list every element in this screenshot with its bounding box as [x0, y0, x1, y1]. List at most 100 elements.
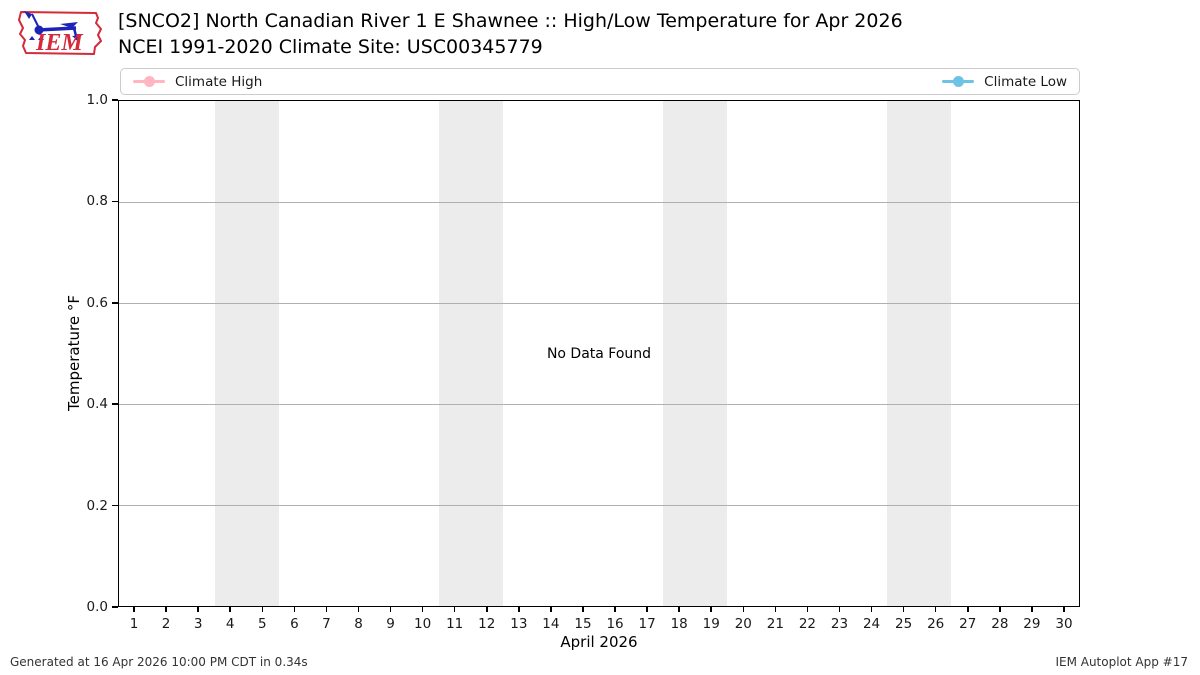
- x-axis-label: April 2026: [560, 633, 638, 651]
- x-tick-label: 8: [354, 616, 363, 632]
- x-tick-label: 5: [258, 616, 267, 632]
- x-tick-mark: [870, 607, 873, 612]
- title-block: [SNCO2] North Canadian River 1 E Shawnee…: [118, 8, 903, 60]
- x-tick-label: 6: [290, 616, 299, 632]
- iowa-outline-icon: [18, 11, 102, 55]
- generated-timestamp: Generated at 16 Apr 2026 10:00 PM CDT in…: [10, 655, 308, 669]
- weather-vane-icon: [24, 11, 82, 41]
- x-tick-mark: [678, 607, 680, 612]
- x-tick-label: 29: [1023, 616, 1041, 632]
- x-tick-mark: [229, 607, 231, 612]
- no-data-message: No Data Found: [546, 345, 652, 362]
- legend-item-label: Climate Low: [984, 73, 1067, 90]
- legend-marker-icon: [942, 76, 975, 87]
- chart-subtitle: NCEI 1991-2020 Climate Site: USC00345779: [118, 36, 543, 58]
- x-tick-label: 1: [129, 616, 139, 632]
- x-tick-mark: [742, 607, 745, 612]
- x-tick-label: 21: [766, 616, 784, 632]
- x-tick-label: 30: [1055, 616, 1073, 632]
- y-tick-mark: [112, 99, 118, 101]
- x-tick-label: 11: [446, 616, 464, 632]
- x-tick-label: 28: [991, 616, 1009, 632]
- x-tick-label: 26: [927, 616, 945, 632]
- legend-dot-icon: [144, 76, 155, 87]
- y-tick-mark: [112, 606, 118, 608]
- y-tick-mark: [112, 200, 118, 203]
- x-tick-mark: [614, 607, 616, 612]
- x-tick-label: 18: [670, 616, 688, 632]
- x-tick-mark: [550, 607, 552, 612]
- x-tick-mark: [518, 607, 520, 612]
- iem-logo: IEM: [18, 11, 102, 56]
- x-tick-mark: [421, 607, 424, 612]
- x-tick-label: 19: [702, 616, 720, 632]
- x-tick-mark: [999, 607, 1001, 612]
- x-tick-label: 16: [606, 616, 624, 632]
- legend-item-label: Climate High: [175, 73, 263, 90]
- weekend-band: [887, 101, 951, 606]
- x-tick-mark: [261, 607, 264, 612]
- x-tick-label: 2: [161, 616, 171, 632]
- x-tick-mark: [1063, 607, 1065, 612]
- x-tick-mark: [293, 607, 296, 612]
- x-tick-mark: [646, 607, 648, 612]
- x-tick-label: 4: [225, 616, 235, 632]
- x-tick-label: 15: [574, 616, 592, 632]
- chart-title: [SNCO2] North Canadian River 1 E Shawnee…: [118, 10, 903, 32]
- x-tick-label: 17: [638, 616, 656, 632]
- x-tick-mark: [133, 607, 135, 612]
- y-tick-mark: [112, 504, 118, 507]
- weekend-band: [215, 101, 279, 606]
- x-tick-label: 10: [414, 616, 432, 632]
- x-tick-mark: [582, 607, 584, 612]
- weekend-band: [438, 101, 503, 606]
- x-tick-label: 27: [959, 616, 977, 632]
- x-tick-label: 24: [862, 616, 881, 632]
- x-tick-mark: [806, 607, 809, 612]
- x-tick-mark: [934, 607, 937, 612]
- y-tick-label: 1.0: [86, 92, 108, 108]
- app-credit: IEM Autoplot App #17: [1055, 655, 1188, 669]
- weekend-band: [663, 101, 727, 606]
- x-tick-label: 12: [478, 616, 496, 632]
- x-tick-mark: [325, 607, 328, 612]
- x-tick-mark: [357, 607, 360, 612]
- legend-dot-icon: [953, 76, 965, 87]
- gridline: [119, 505, 1079, 506]
- x-tick-mark: [710, 607, 712, 612]
- gridline: [119, 404, 1079, 405]
- legend-marker-icon: [133, 76, 165, 87]
- iem-logo-text: IEM: [35, 30, 84, 56]
- legend-item: Climate Low: [942, 74, 1067, 90]
- x-tick-label: 23: [830, 616, 849, 632]
- x-tick-label: 9: [386, 616, 395, 632]
- gridline: [119, 202, 1079, 203]
- y-axis-label: Temperature °F: [65, 295, 83, 411]
- y-tick-label: 0.4: [86, 396, 108, 413]
- y-tick-mark: [112, 302, 118, 304]
- x-tick-mark: [838, 607, 841, 612]
- y-tick-label: 0.8: [86, 193, 108, 210]
- x-tick-mark: [453, 607, 456, 612]
- x-tick-mark: [486, 607, 488, 612]
- legend-item: Climate High: [133, 74, 262, 90]
- x-tick-label: 14: [542, 616, 560, 632]
- x-tick-mark: [967, 607, 969, 612]
- x-tick-mark: [774, 607, 777, 612]
- x-tick-label: 25: [895, 616, 913, 632]
- y-tick-label: 0.6: [86, 294, 108, 311]
- legend: Climate High Climate Low: [120, 68, 1080, 95]
- y-tick-label: 0.2: [86, 497, 108, 514]
- x-tick-label: 7: [322, 616, 331, 632]
- y-tick-label: 0.0: [86, 599, 108, 615]
- gridline: [119, 303, 1079, 304]
- x-tick-label: 3: [193, 616, 203, 632]
- x-tick-mark: [197, 607, 199, 612]
- x-tick-mark: [1031, 607, 1033, 612]
- plot-area: No Data Found: [118, 100, 1080, 607]
- x-tick-mark: [389, 607, 392, 612]
- y-tick-mark: [112, 403, 118, 405]
- x-tick-label: 22: [798, 616, 817, 632]
- x-tick-label: 20: [734, 616, 752, 632]
